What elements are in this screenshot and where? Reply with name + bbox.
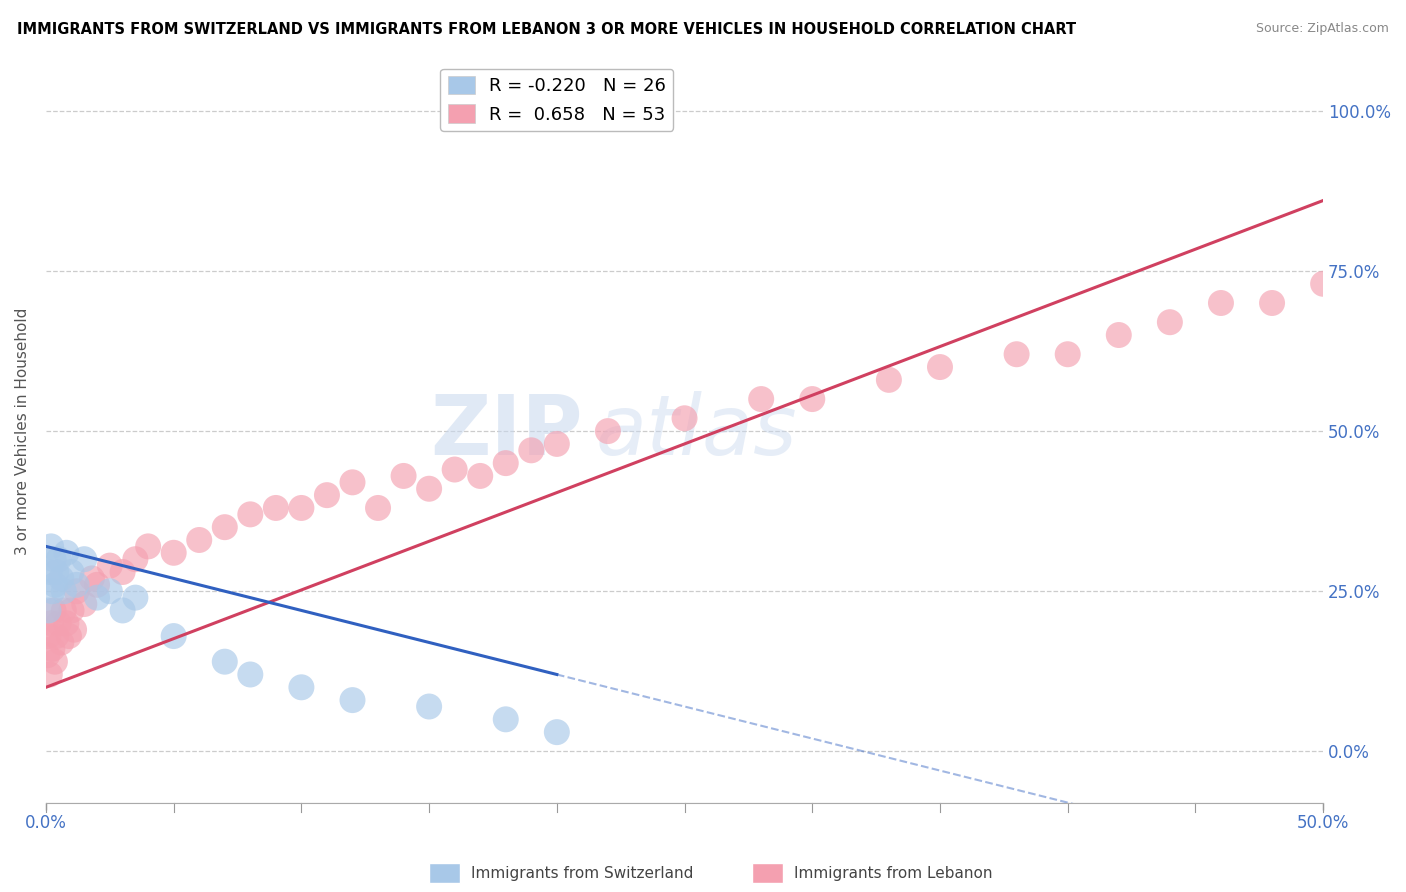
- Point: [51, 571, 73, 585]
- Point: [495, 712, 517, 726]
- Point: [290, 500, 312, 515]
- Point: [48, 552, 70, 566]
- Point: [546, 437, 568, 451]
- Point: [55, 616, 77, 631]
- Point: [443, 462, 465, 476]
- Point: [80, 571, 103, 585]
- Point: [290, 681, 312, 695]
- Point: [1159, 315, 1181, 329]
- Point: [392, 469, 415, 483]
- Text: atlas: atlas: [595, 391, 797, 472]
- Point: [48, 616, 70, 631]
- Point: [264, 500, 287, 515]
- Point: [60, 603, 83, 617]
- Point: [929, 359, 952, 374]
- Point: [44, 578, 66, 592]
- Point: [124, 591, 146, 605]
- Point: [98, 584, 121, 599]
- Point: [111, 603, 134, 617]
- Point: [86, 578, 108, 592]
- Point: [65, 578, 87, 592]
- Point: [470, 469, 492, 483]
- Point: [749, 392, 772, 406]
- Point: [877, 373, 900, 387]
- Point: [39, 616, 62, 631]
- Point: [316, 488, 339, 502]
- Point: [52, 603, 75, 617]
- Point: [1005, 347, 1028, 361]
- Text: Immigrants from Lebanon: Immigrants from Lebanon: [794, 866, 993, 880]
- Point: [1209, 296, 1232, 310]
- Point: [73, 597, 96, 611]
- Point: [367, 500, 389, 515]
- Point: [38, 629, 60, 643]
- Point: [38, 667, 60, 681]
- Point: [44, 655, 66, 669]
- Point: [1261, 296, 1284, 310]
- Point: [58, 629, 80, 643]
- Point: [86, 591, 108, 605]
- Text: IMMIGRANTS FROM SWITZERLAND VS IMMIGRANTS FROM LEBANON 3 OR MORE VEHICLES IN HOU: IMMIGRANTS FROM SWITZERLAND VS IMMIGRANT…: [17, 22, 1076, 37]
- Point: [1108, 328, 1130, 343]
- Point: [1056, 347, 1078, 361]
- Point: [111, 565, 134, 579]
- Point: [163, 546, 186, 560]
- Point: [418, 699, 440, 714]
- Point: [42, 603, 65, 617]
- Point: [239, 508, 262, 522]
- Point: [136, 540, 159, 554]
- Point: [73, 552, 96, 566]
- Point: [41, 584, 63, 599]
- Point: [45, 565, 67, 579]
- Point: [65, 584, 87, 599]
- Point: [51, 635, 73, 649]
- Point: [98, 558, 121, 573]
- Point: [45, 629, 67, 643]
- Point: [342, 475, 364, 490]
- Point: [188, 533, 211, 547]
- Point: [124, 552, 146, 566]
- Point: [673, 411, 696, 425]
- Point: [418, 482, 440, 496]
- Point: [42, 552, 65, 566]
- Point: [38, 565, 60, 579]
- Point: [55, 546, 77, 560]
- Point: [163, 629, 186, 643]
- Point: [495, 456, 517, 470]
- Y-axis label: 3 or more Vehicles in Household: 3 or more Vehicles in Household: [15, 308, 30, 555]
- Point: [41, 641, 63, 656]
- Point: [546, 725, 568, 739]
- Point: [39, 540, 62, 554]
- Point: [596, 424, 619, 438]
- Point: [52, 584, 75, 599]
- Point: [60, 565, 83, 579]
- Legend: R = -0.220   N = 26, R =  0.658   N = 53: R = -0.220 N = 26, R = 0.658 N = 53: [440, 69, 673, 131]
- Point: [63, 623, 86, 637]
- Point: [37, 648, 59, 663]
- Text: Source: ZipAtlas.com: Source: ZipAtlas.com: [1256, 22, 1389, 36]
- Point: [38, 603, 60, 617]
- Point: [1312, 277, 1334, 291]
- Point: [214, 520, 236, 534]
- Point: [239, 667, 262, 681]
- Point: [520, 443, 543, 458]
- Point: [342, 693, 364, 707]
- Text: Immigrants from Switzerland: Immigrants from Switzerland: [471, 866, 693, 880]
- Point: [801, 392, 824, 406]
- Point: [214, 655, 236, 669]
- Text: ZIP: ZIP: [430, 391, 582, 472]
